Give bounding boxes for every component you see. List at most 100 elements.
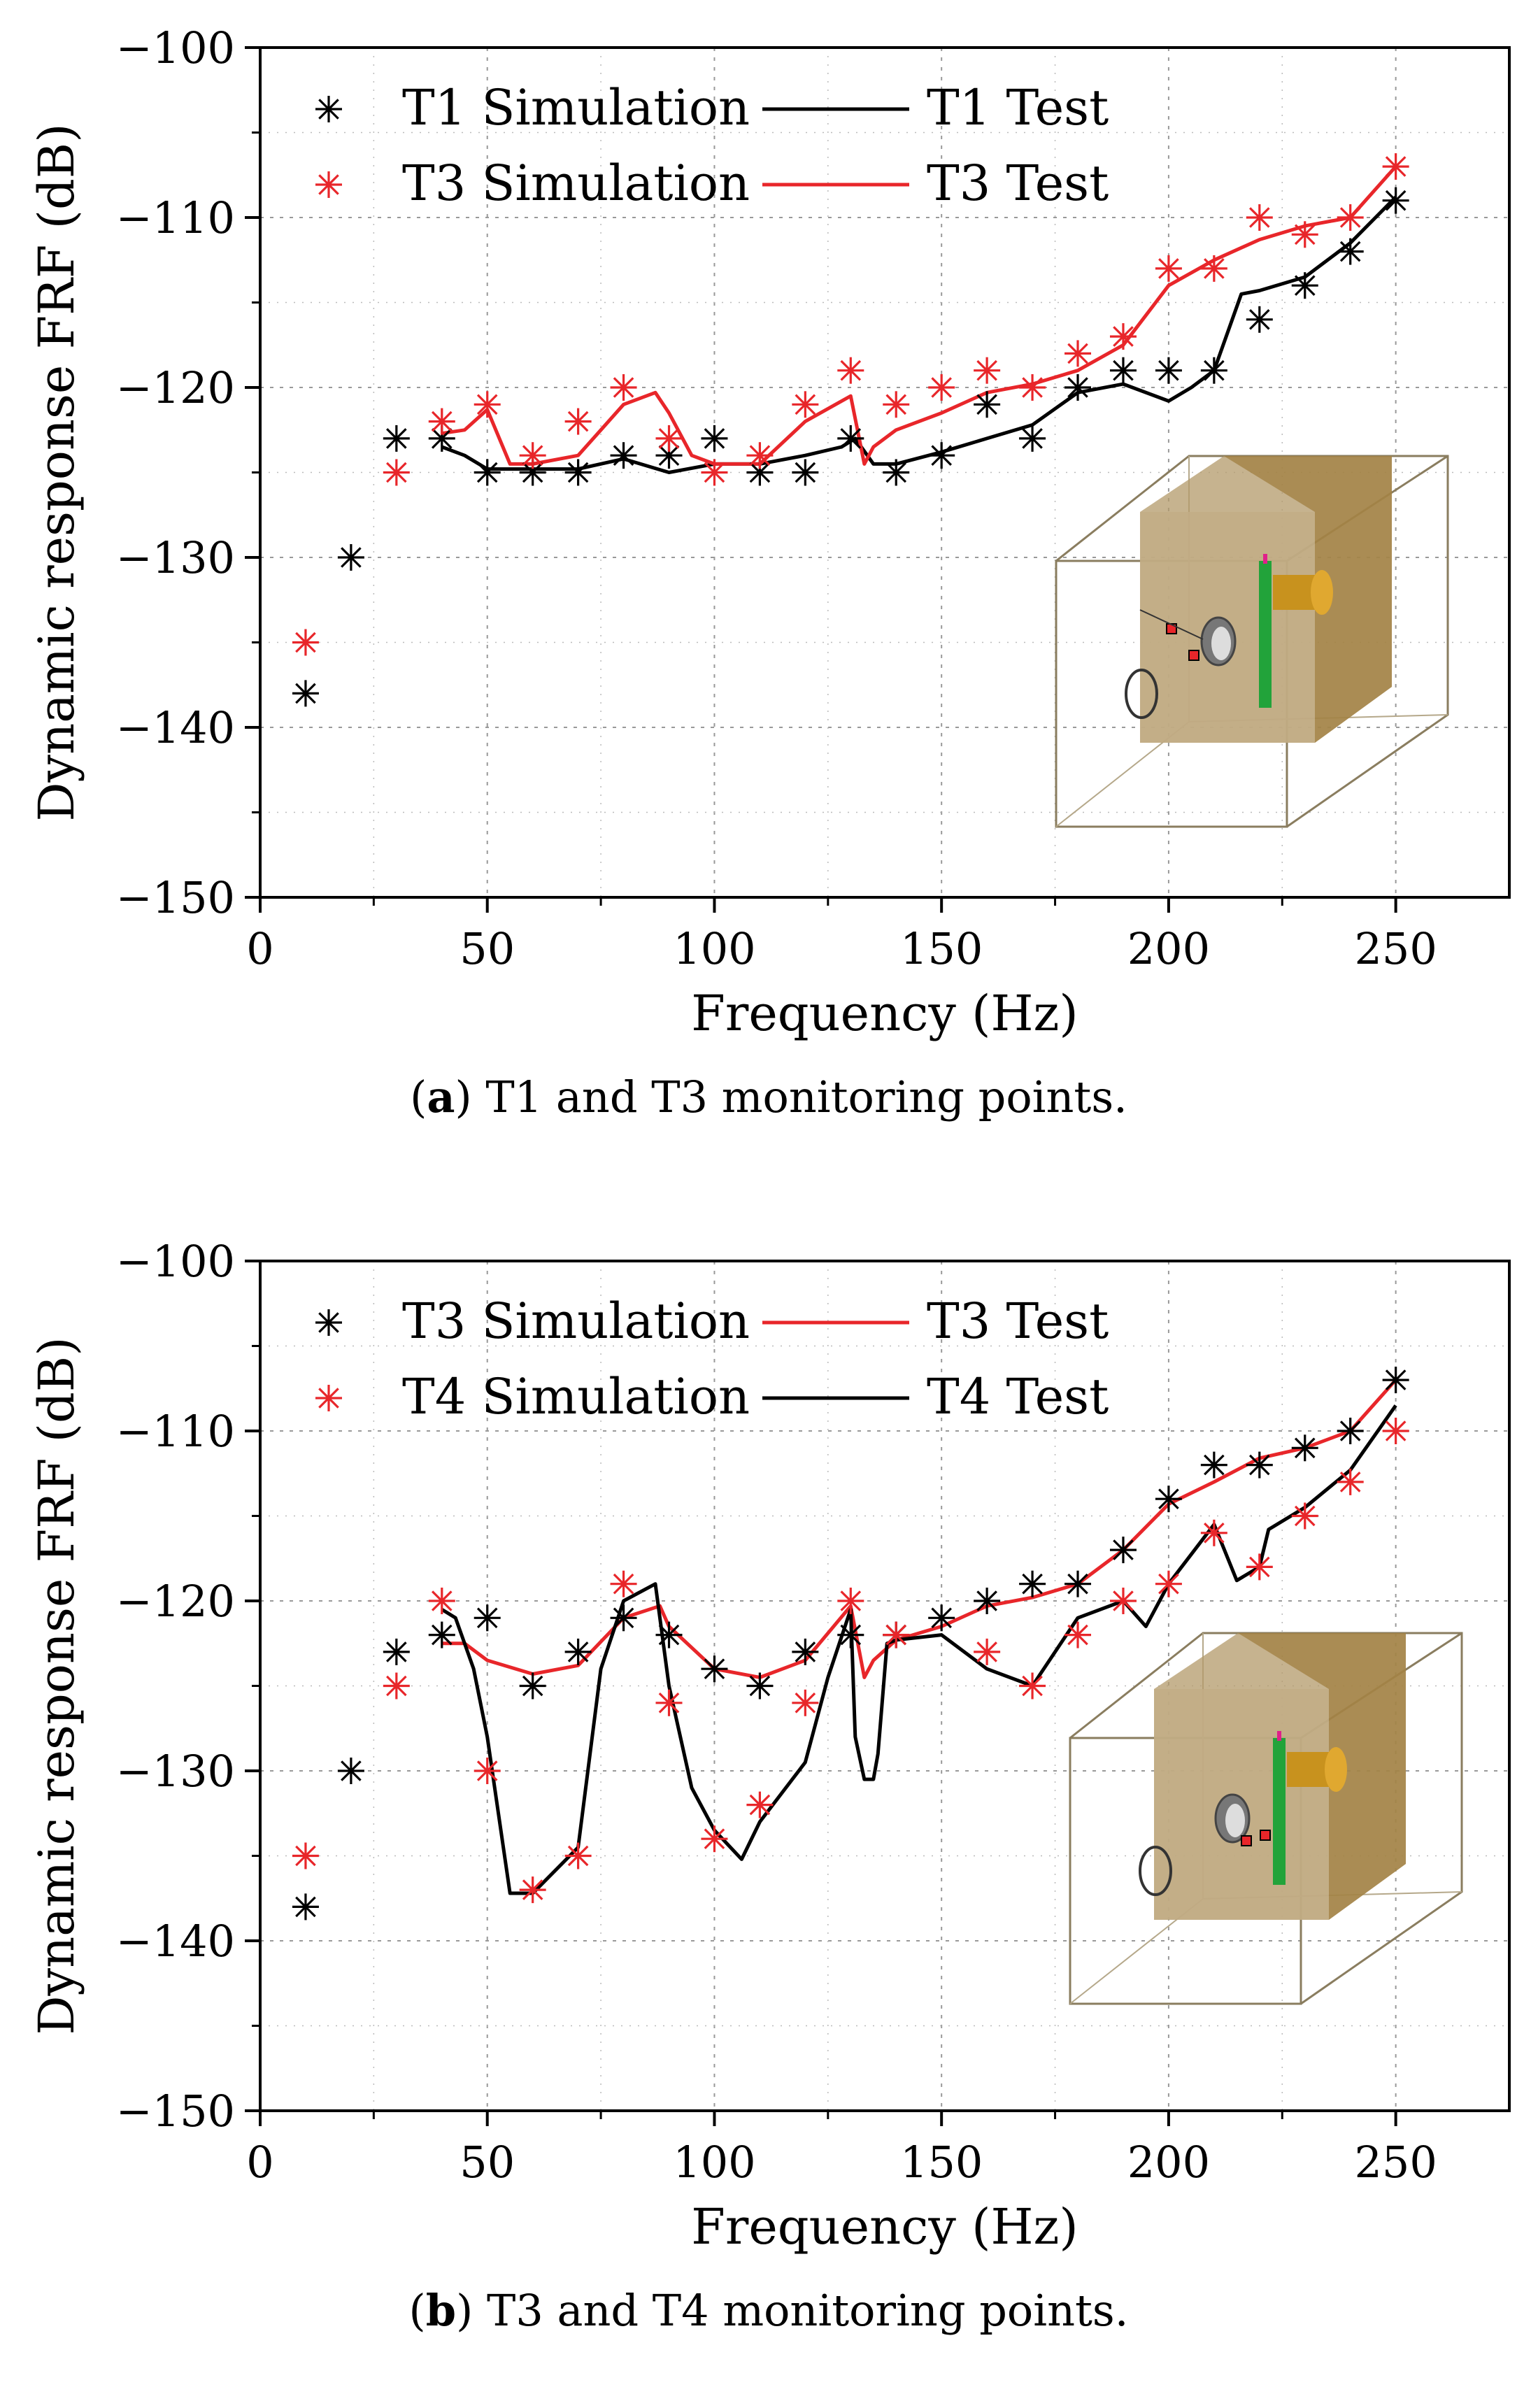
legend: T3 Simulation T4 Simulation T3 Test T4 Test <box>315 1292 1109 1425</box>
data-point <box>792 459 819 486</box>
legend-label: T4 Test <box>927 1368 1109 1425</box>
data-point <box>1291 1434 1318 1462</box>
inset-plate-side <box>1224 456 1392 743</box>
legend-label: T4 Simulation <box>402 1368 750 1425</box>
data-point <box>837 1621 864 1648</box>
y-axis-label: Dynamic response FRF (dB) <box>28 123 85 821</box>
data-point <box>1337 204 1364 231</box>
data-point <box>1155 1486 1182 1513</box>
data-point <box>883 391 910 418</box>
data-point <box>883 459 910 486</box>
legend-label: T3 Simulation <box>402 1292 750 1350</box>
legend-label: T1 Test <box>927 79 1109 136</box>
series-line-1 <box>441 196 1397 474</box>
data-point <box>792 391 819 418</box>
data-point <box>383 425 410 452</box>
inset-3d-model <box>1069 1632 1463 2005</box>
data-point <box>974 1588 1001 1614</box>
y-tick-label: −140 <box>116 702 235 753</box>
axes: 0 50 100 150 200 250 −100 −110 −120 −130 −140 −150 <box>116 1236 1511 2188</box>
data-point <box>746 1672 774 1700</box>
y-tick-label: −130 <box>116 532 235 583</box>
data-point <box>1337 1468 1364 1495</box>
data-point <box>383 1638 410 1665</box>
series-scatter-2 <box>292 1418 1409 1904</box>
y-tick-label: −150 <box>116 2086 235 2137</box>
data-point <box>792 1689 819 1716</box>
y-tick-label: −100 <box>116 1236 235 1287</box>
x-tick-label: 50 <box>460 923 515 974</box>
data-point <box>564 1842 592 1869</box>
data-point <box>1382 187 1409 214</box>
legend-label: T3 Test <box>927 155 1109 212</box>
inset-sensor <box>1260 1830 1271 1841</box>
data-point <box>746 459 774 486</box>
data-point <box>1337 238 1364 265</box>
x-tick-label: 50 <box>460 2137 515 2188</box>
data-point <box>974 391 1001 418</box>
data-point <box>837 357 864 384</box>
data-point <box>519 1672 546 1700</box>
inset-rod <box>1259 561 1272 708</box>
legend-marker <box>315 171 342 198</box>
legend-marker <box>315 96 342 122</box>
data-point <box>1109 323 1137 350</box>
data-point <box>1246 1451 1273 1479</box>
data-point <box>1019 425 1046 452</box>
data-point <box>337 1758 364 1784</box>
data-point <box>1065 1621 1092 1648</box>
caption-letter: b <box>426 2285 456 2336</box>
data-point <box>1155 357 1182 384</box>
data-point <box>1291 221 1318 248</box>
axes: 0 50 100 150 200 250 −100 −110 −120 −130 −140 −150 <box>116 22 1511 974</box>
x-tick-label: 150 <box>900 923 983 974</box>
inset-3d-model <box>1055 455 1449 828</box>
data-point <box>473 1758 501 1784</box>
data-point <box>292 1893 319 1921</box>
data-point <box>1291 272 1318 299</box>
inset-rod <box>1273 1738 1286 1885</box>
data-point <box>974 357 1001 384</box>
data-point <box>655 425 683 452</box>
data-point <box>1382 1367 1409 1394</box>
data-point <box>1109 1537 1137 1564</box>
data-point <box>1155 255 1182 282</box>
data-point <box>928 374 955 401</box>
data-point <box>1200 1519 1227 1546</box>
data-point <box>473 391 501 418</box>
series-scatter-0 <box>292 1367 1409 1921</box>
panel-b-chart: 0 50 100 150 200 250 −100 −110 −120 −130 −140 −150 F… <box>28 1236 1511 2336</box>
data-point <box>473 1604 501 1632</box>
series-scatter-0 <box>292 187 1409 707</box>
data-point <box>1200 357 1227 384</box>
y-tick-label: −120 <box>116 362 235 413</box>
data-point <box>1246 306 1273 333</box>
x-tick-label: 200 <box>1127 923 1210 974</box>
data-point <box>655 1689 683 1716</box>
data-point <box>883 1621 910 1648</box>
y-tick-label: −110 <box>116 192 235 243</box>
data-point <box>1065 340 1092 367</box>
x-tick-label: 0 <box>246 2137 273 2188</box>
data-point <box>701 459 728 486</box>
panel-caption: (b) T3 and T4 monitoring points. <box>409 2285 1129 2336</box>
legend: T1 Simulation T3 Simulation T1 Test T3 Test <box>315 79 1109 212</box>
panel-caption: (a) T1 and T3 monitoring points. <box>410 1071 1127 1123</box>
y-tick-label: −110 <box>116 1406 235 1457</box>
legend-marker <box>315 1385 342 1411</box>
y-tick-label: −140 <box>116 1916 235 1967</box>
series-line-1 <box>441 1378 1397 1679</box>
data-point <box>383 1672 410 1700</box>
data-point <box>1019 374 1046 401</box>
data-point <box>701 425 728 452</box>
y-tick-label: −130 <box>116 1746 235 1797</box>
data-point <box>792 1638 819 1665</box>
series-line-3 <box>441 165 1397 466</box>
data-point <box>610 1570 637 1597</box>
data-point <box>746 1791 774 1818</box>
x-axis-label: Frequency (Hz) <box>691 985 1078 1042</box>
data-point <box>1382 1418 1409 1444</box>
data-point <box>1155 1570 1182 1597</box>
x-tick-label: 250 <box>1354 923 1437 974</box>
y-tick-label: −100 <box>116 22 235 73</box>
